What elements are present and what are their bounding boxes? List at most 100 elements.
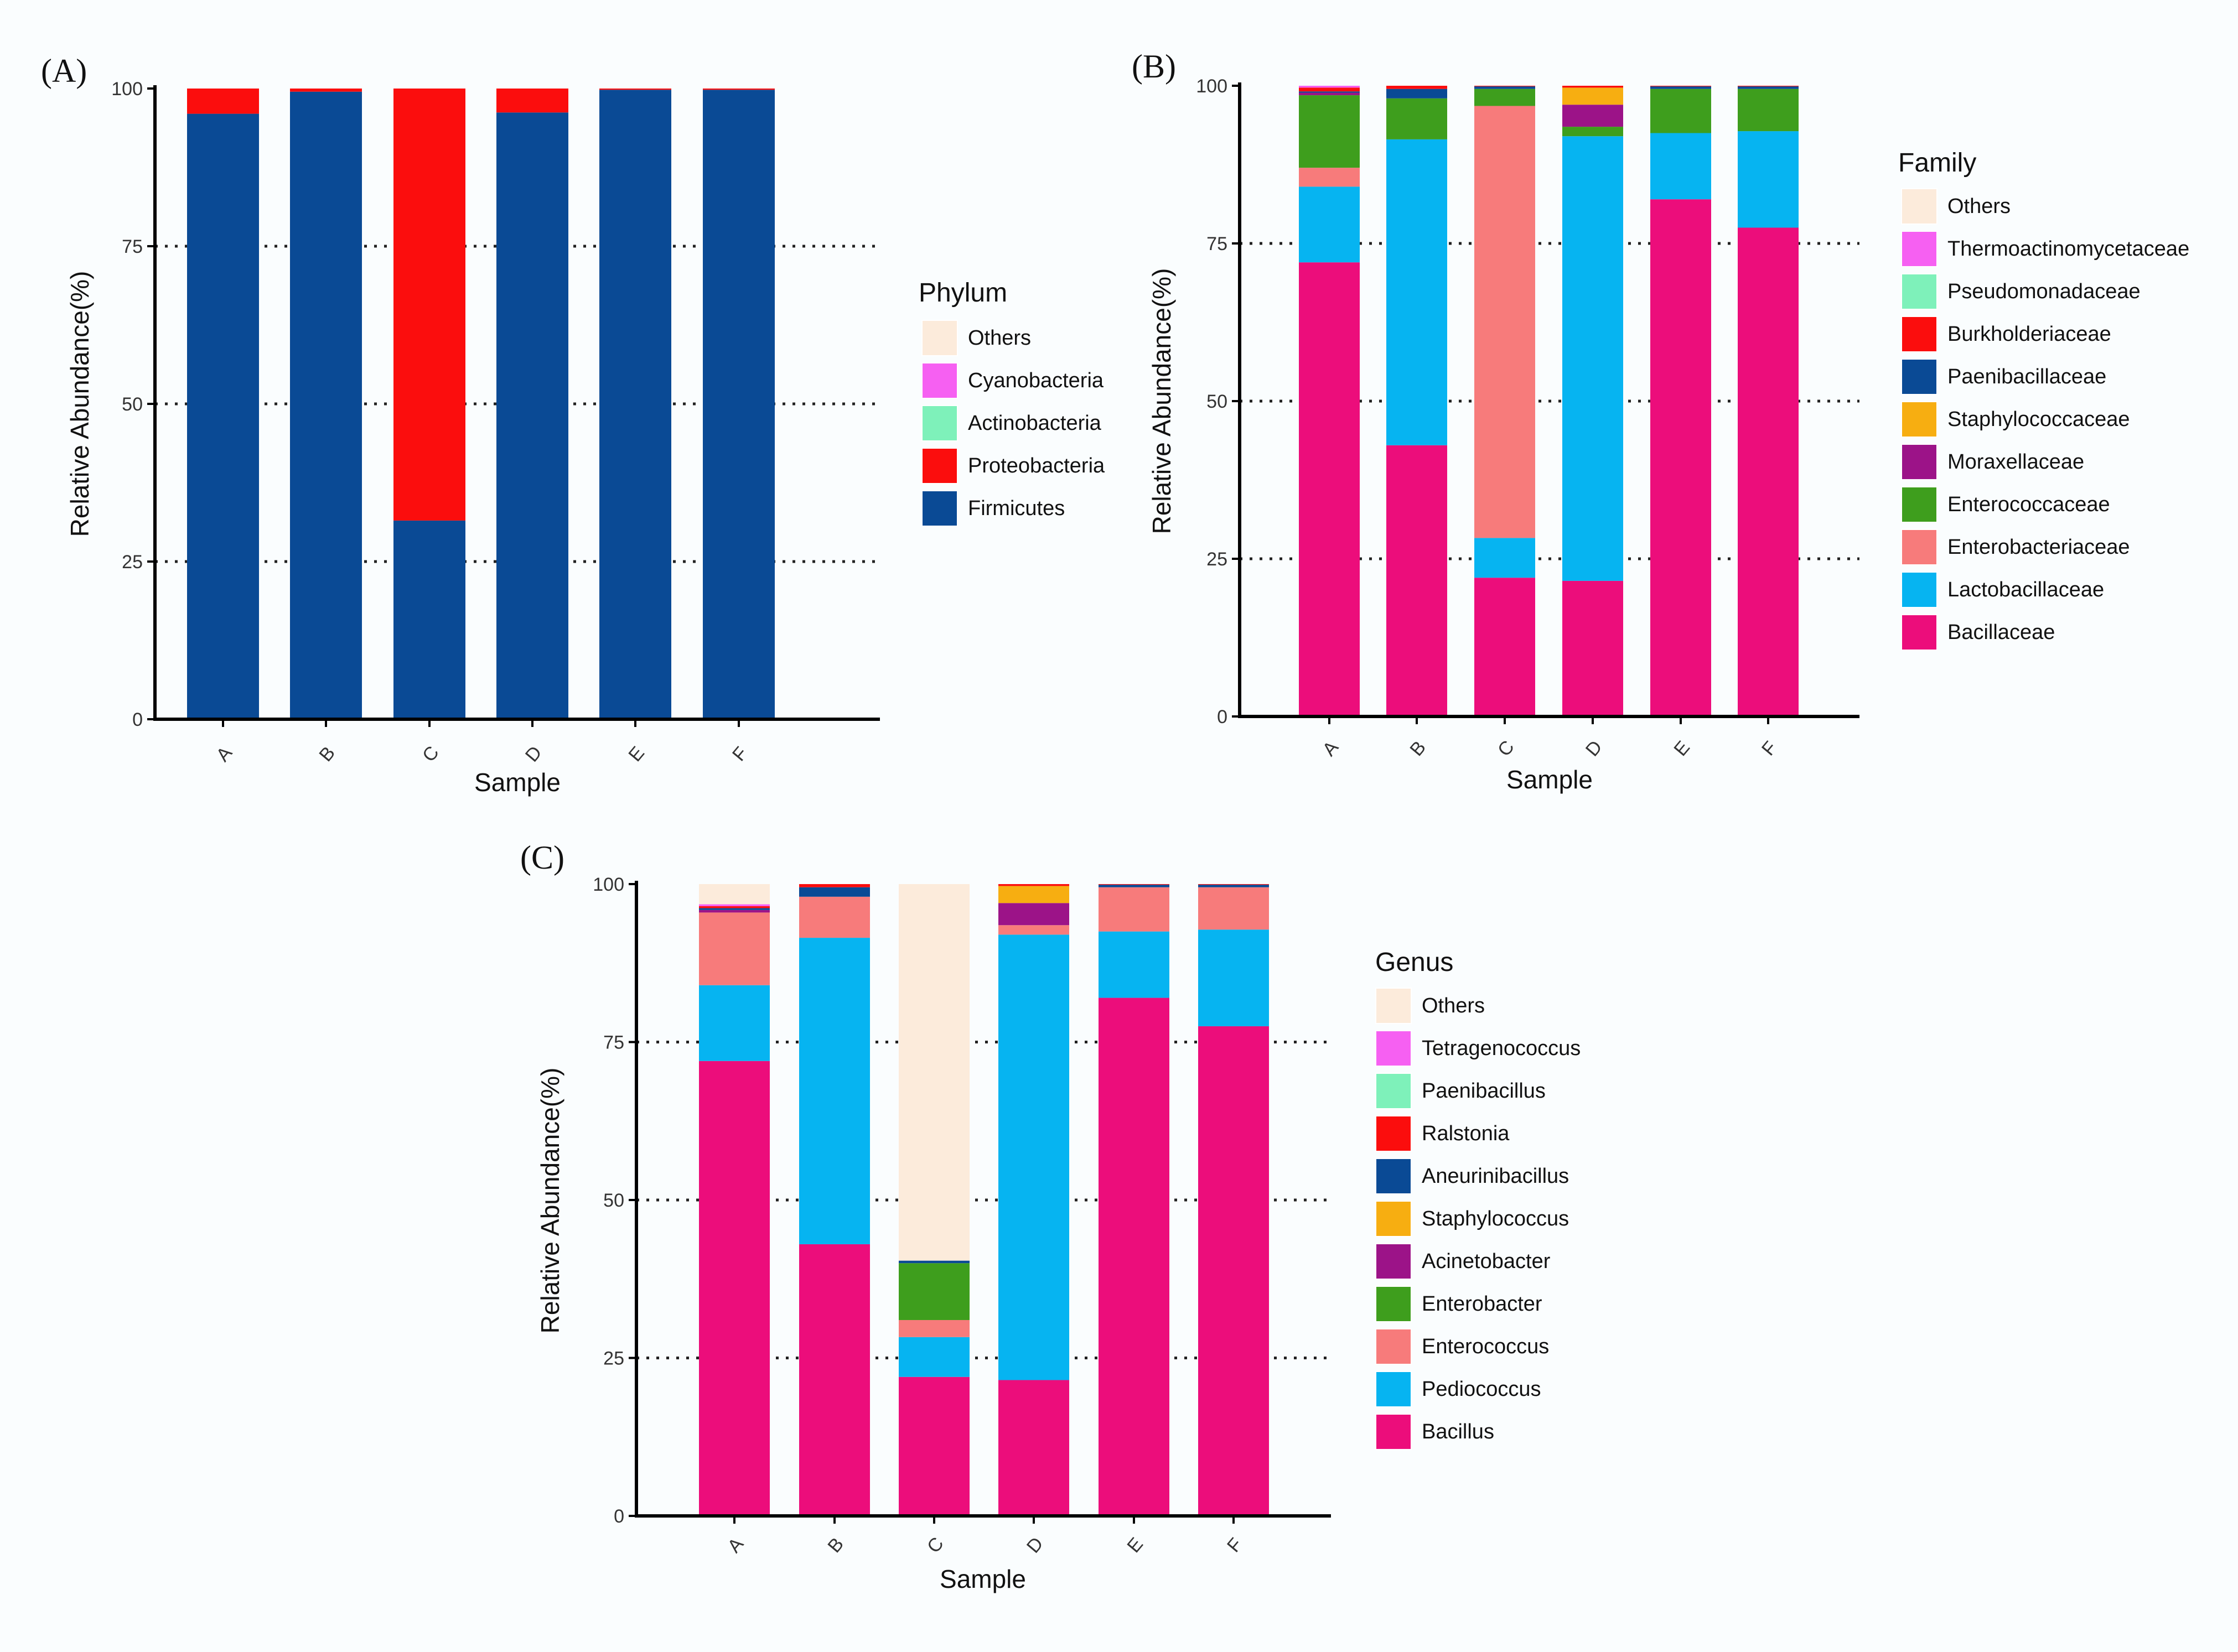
legend-swatch [1902, 487, 1936, 522]
x-tick-label: B [315, 742, 339, 766]
legend-item-thermoactinomycetaceae: Thermoactinomycetaceae [1901, 231, 2189, 267]
y-tick-label: 25 [122, 552, 143, 573]
bar-A-moraxellaceae [1299, 92, 1360, 96]
x-axis-title: Sample [940, 1565, 1026, 1593]
bar-B-proteobacteria [290, 89, 362, 92]
legend-item-bacillus: Bacillus [1375, 1414, 1494, 1450]
bar-D-firmicutes [496, 112, 568, 719]
x-tick-label: A [723, 1534, 748, 1557]
x-tick-label: E [624, 742, 649, 766]
legend-label: Cyanobacteria [968, 369, 1104, 392]
legend: Phylum Others Cyanobacteria Actinobacteria P… [919, 278, 1105, 527]
legend-item-moraxellaceae: Moraxellaceae [1901, 444, 2084, 480]
bar-C-enterococcus [899, 1319, 970, 1337]
legend-label: Pediococcus [1422, 1378, 1541, 1401]
legend-swatch [1902, 360, 1936, 394]
legend-swatch [1902, 573, 1936, 607]
y-tick-label: 50 [1206, 391, 1227, 412]
bar-F-lactobacillaceae [1738, 131, 1799, 228]
bar-F-proteobacteria [703, 89, 775, 90]
bar-F-enterococcaceae [1738, 89, 1799, 132]
legend-swatch [1902, 445, 1936, 479]
legend-swatch [1376, 1244, 1411, 1279]
bar-A-aneurinibacillus [699, 908, 770, 910]
bar-B-firmicutes [290, 91, 362, 720]
legend-label: Proteobacteria [968, 454, 1105, 477]
legend-swatch [1376, 1287, 1411, 1321]
legend-label: Bacillus [1422, 1420, 1494, 1443]
legend-title: Genus [1375, 948, 1453, 977]
y-tick-label: 75 [122, 236, 143, 257]
legend-item-enterococcaceae: Enterococcaceae [1901, 486, 2110, 523]
bar-C-others [899, 884, 970, 1261]
bar-C-firmicutes [393, 520, 465, 719]
legend-item-proteobacteria: Proteobacteria [921, 448, 1105, 484]
legend-item-aneurinibacillus: Aneurinibacillus [1375, 1158, 1569, 1194]
x-tick-label: D [1582, 736, 1607, 760]
bar-D-burkholderiaceae [1562, 86, 1623, 88]
legend-item-tetragenococcus: Tetragenococcus [1375, 1030, 1581, 1067]
legend-item-cyanobacteria: Cyanobacteria [921, 362, 1104, 399]
legend-swatch [1376, 1329, 1411, 1364]
y-tick-label: 100 [111, 79, 143, 100]
legend-item-actinobacteria: Actinobacteria [921, 405, 1102, 441]
legend-swatch [1902, 615, 1936, 650]
legend-swatch [1902, 530, 1936, 564]
legend-item-others: Others [1901, 188, 2011, 225]
panel-label: (C) [520, 839, 564, 876]
chart-panel-c: (C) 0 25 50 75 100 A B C D E F Sample Relative Abunda… [520, 839, 1581, 1593]
legend-label: Paenibacillus [1422, 1079, 1546, 1103]
legend-item-bacillaceae: Bacillaceae [1901, 614, 2055, 651]
bar-F-aneurinibacillus [1198, 885, 1269, 887]
y-axis-title: Relative Abundance(%) [536, 1068, 564, 1334]
bar-C-bacillaceae [1474, 578, 1535, 716]
bar-D-proteobacteria [496, 89, 568, 113]
bar-C-paenibacillaceae [1474, 86, 1535, 89]
bar-E-bacillus [1099, 998, 1169, 1516]
bar-C-proteobacteria [393, 89, 465, 521]
legend-swatch [1902, 402, 1936, 437]
legend-item-lactobacillaceae: Lactobacillaceae [1901, 572, 2104, 608]
bar-C-aneurinibacillus [899, 1260, 970, 1264]
legend-item-acinetobacter: Acinetobacter [1375, 1243, 1551, 1280]
bar-D-pediococcus [998, 934, 1069, 1380]
bar-B-aneurinibacillus [799, 887, 870, 897]
legend-label: Burkholderiaceae [1947, 323, 2111, 346]
legend-title: Phylum [919, 278, 1007, 308]
bar-E-enterococcaceae [1650, 89, 1711, 133]
y-tick-label: 50 [122, 394, 143, 415]
legend-item-others: Others [1375, 988, 1485, 1024]
legend-swatch [1902, 274, 1936, 309]
bar-D-staphylococcaceae [1562, 87, 1623, 105]
bar-A-bacillaceae [1299, 262, 1360, 716]
x-tick-label: E [1670, 737, 1694, 760]
bar-A-pediococcus [699, 985, 770, 1061]
bar-F-ralstonia [1198, 884, 1269, 885]
legend-label: Acinetobacter [1422, 1250, 1551, 1273]
bar-A-thermoactinomycetaceae [1299, 86, 1360, 88]
legend-label: Tetragenococcus [1422, 1037, 1581, 1060]
legend-label: Thermoactinomycetaceae [1947, 237, 2189, 261]
legend-swatch [1902, 189, 1936, 224]
bar-C-pediococcus [899, 1337, 970, 1377]
bar-C-enterococcaceae [1474, 89, 1535, 106]
bar-A-ralstonia [699, 906, 770, 908]
bar-C-enterobacteriaceae [1474, 106, 1535, 538]
legend-swatch [1376, 1116, 1411, 1151]
legend-label: Enterobacter [1422, 1292, 1542, 1316]
bar-E-pediococcus [1099, 931, 1169, 998]
bar-C-bacillus [899, 1376, 970, 1516]
legend-label: Moraxellaceae [1947, 450, 2084, 474]
legend-label: Enterobacteriaceae [1947, 536, 2130, 559]
bar-E-paenibacillaceae [1650, 86, 1711, 89]
legend-item-staphylococcus: Staphylococcus [1375, 1201, 1569, 1237]
x-axis-title: Sample [474, 768, 561, 797]
legend: Genus Others Tetragenococcus Paenibacillus R… [1375, 948, 1581, 1450]
bar-F-paenibacillaceae [1738, 86, 1799, 89]
legend-item-paenibacillaceae: Paenibacillaceae [1901, 359, 2106, 395]
bar-A-acinetobacter [699, 910, 770, 913]
legend-swatch [1376, 1031, 1411, 1066]
bar-E-proteobacteria [599, 89, 671, 90]
bar-B-paenibacillaceae [1386, 89, 1447, 98]
